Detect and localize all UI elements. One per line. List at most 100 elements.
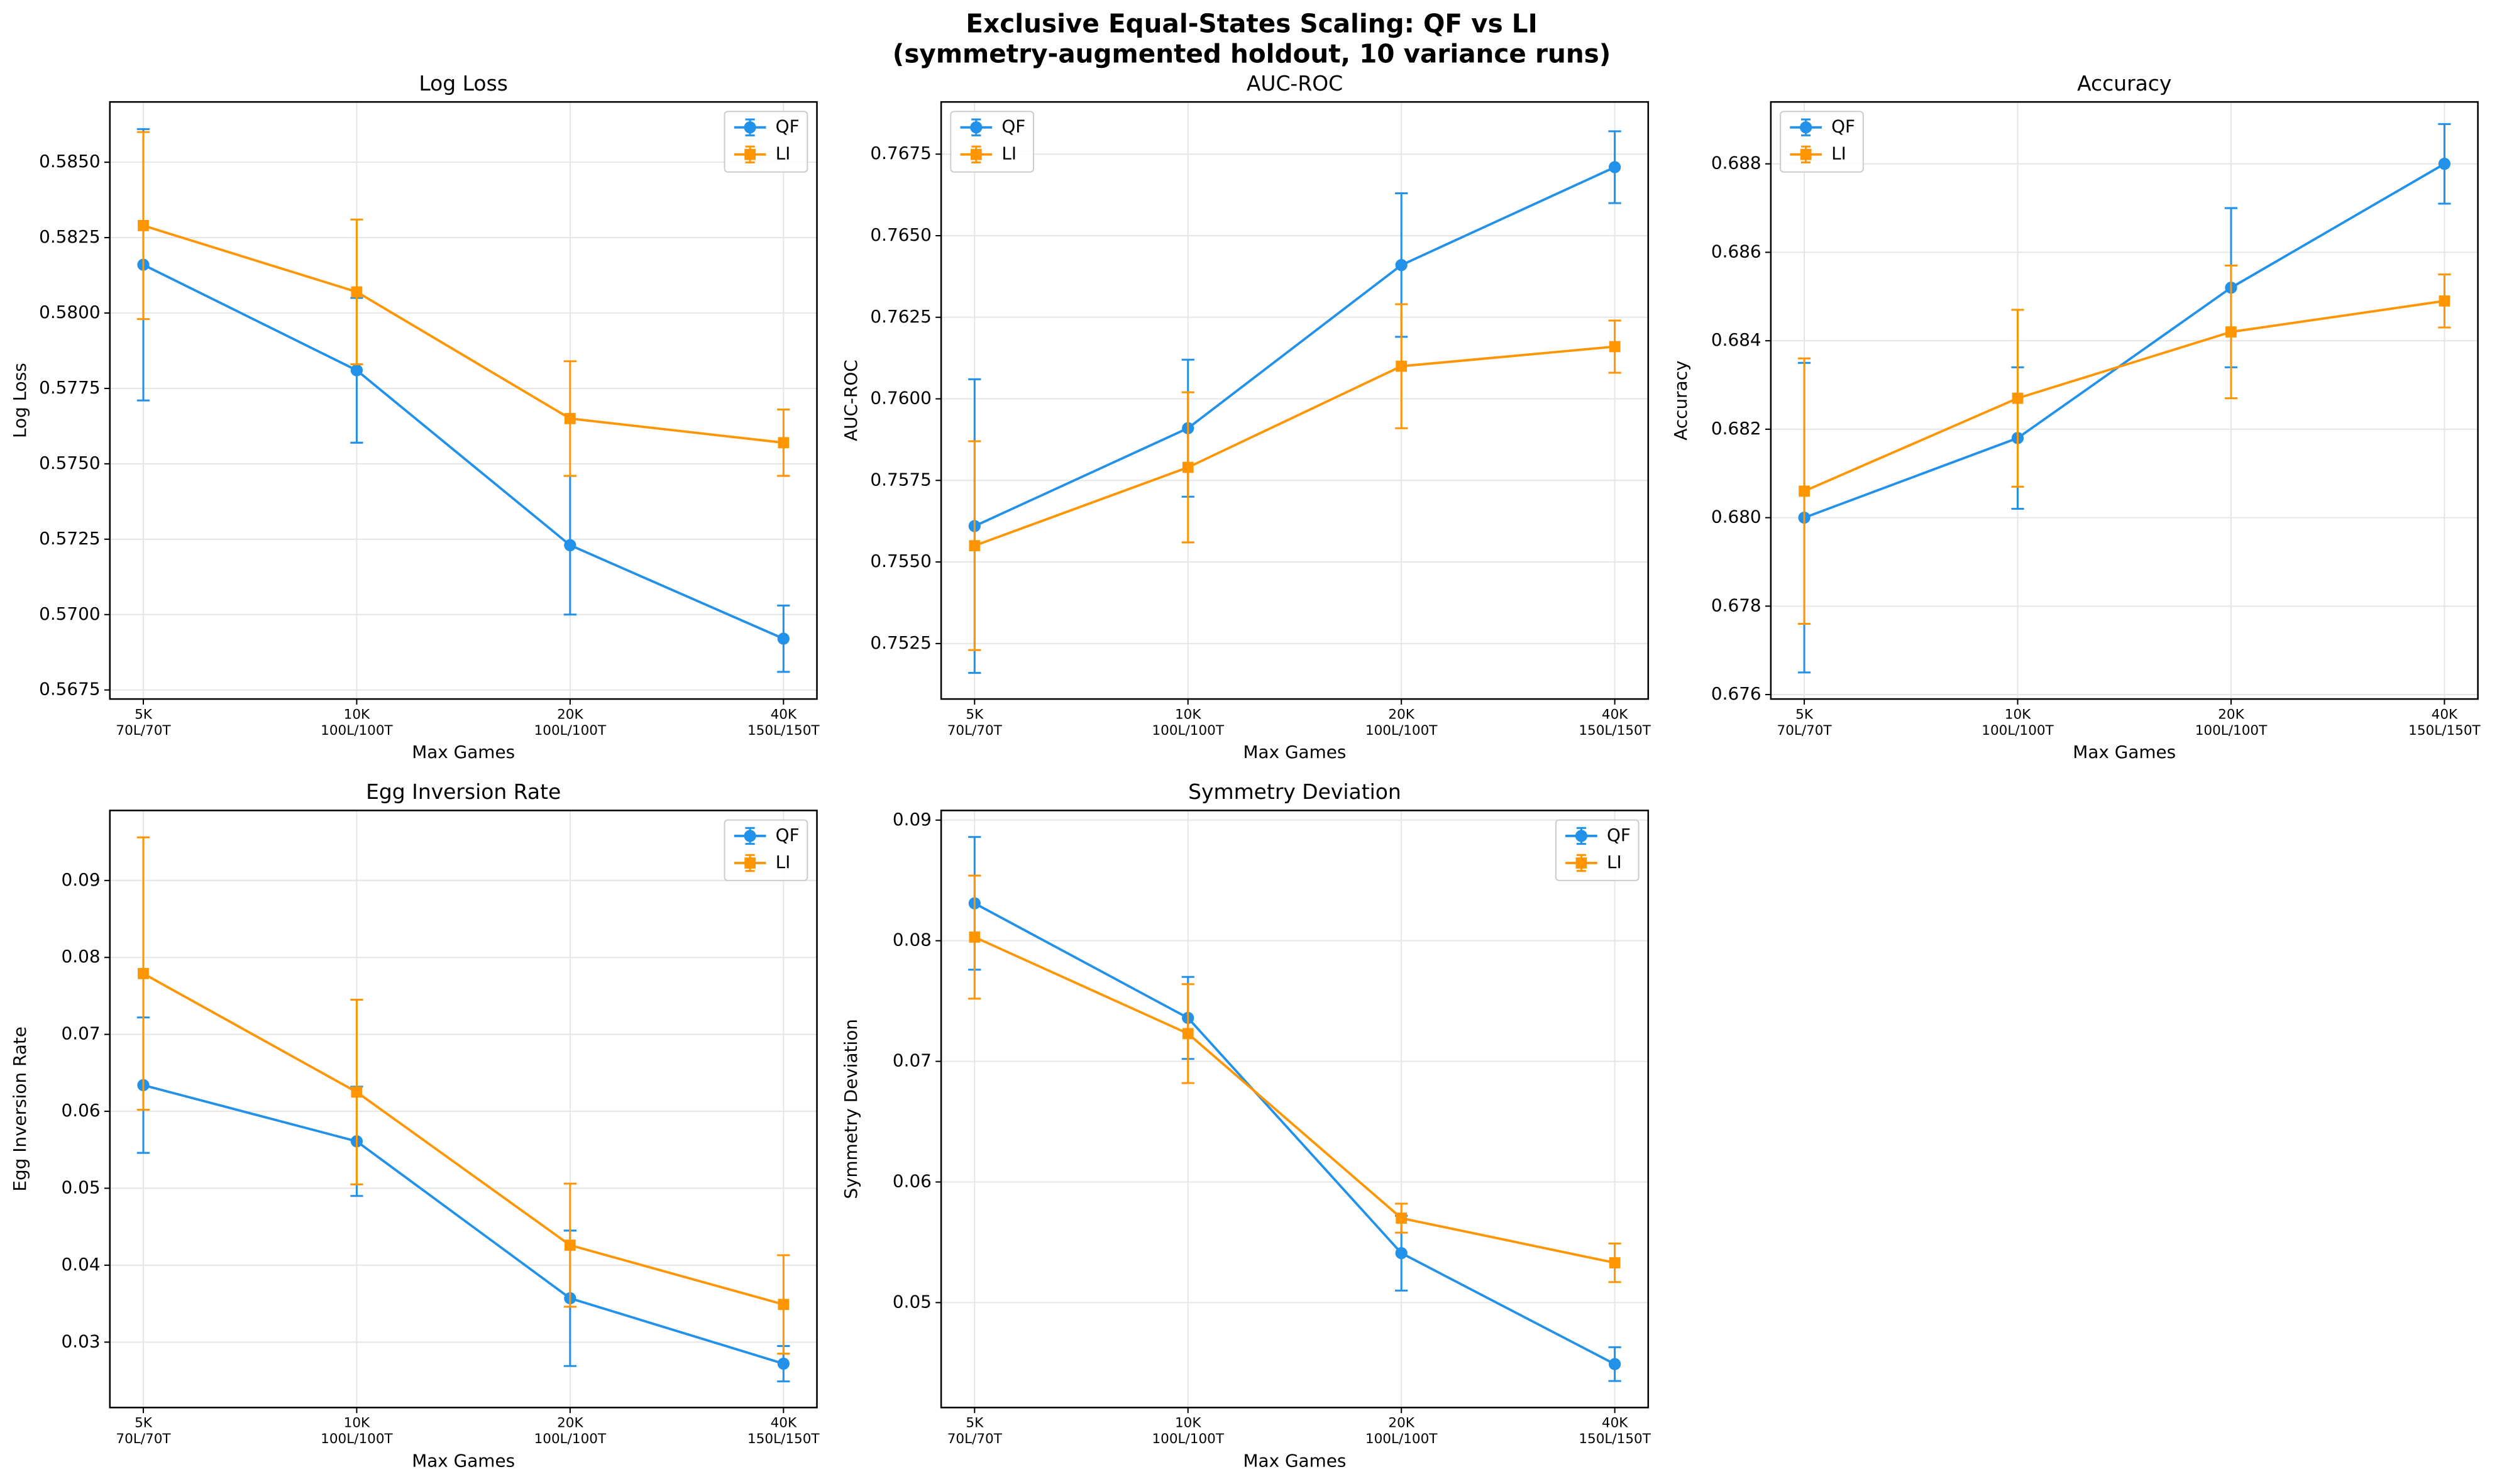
x-tick-sublabel: 70L/70T: [947, 723, 1003, 739]
marker: [744, 121, 756, 134]
x-tick-label: 5K: [1795, 706, 1814, 722]
series-line: [143, 972, 784, 1306]
y-tick-label: 0.676: [1711, 683, 1761, 704]
legend: QF LI: [724, 819, 808, 881]
x-tick-label: 40K: [771, 706, 797, 722]
subplot: 0.5675 0.5700 0.5725 0.5750 0.5775 0.5800 0.58…: [9, 71, 820, 762]
axes-frame: [940, 101, 1650, 700]
legend-label: LI: [776, 852, 791, 872]
marker: [138, 220, 149, 231]
series-line: [974, 902, 1616, 1365]
x-tick-label: 5K: [966, 706, 984, 722]
legend: QF LI: [1555, 819, 1640, 881]
legend-label: QF: [1001, 116, 1025, 137]
x-tick-label: 20K: [557, 1415, 583, 1431]
marker: [1609, 1358, 1621, 1370]
marker: [565, 413, 576, 424]
x-tick-sublabel: 70L/70T: [947, 1431, 1003, 1447]
subplot-title: Symmetry Deviation: [1188, 779, 1401, 804]
marker: [777, 632, 790, 645]
marker: [2438, 158, 2451, 170]
axes-frame: [1770, 101, 2479, 700]
x-tick-sublabel: 150L/150T: [747, 723, 820, 739]
marker: [565, 1239, 576, 1251]
x-tick-sublabel: 150L/150T: [2408, 723, 2481, 739]
x-tick-label: 20K: [1388, 706, 1414, 722]
y-tick-label: 0.7525: [870, 632, 931, 653]
marker: [1609, 161, 1621, 173]
marker: [1800, 148, 1812, 160]
marker: [777, 1357, 790, 1370]
figure-subtitle: (symmetry-augmented holdout, 10 variance…: [893, 39, 1611, 69]
x-tick-label: 40K: [2432, 706, 2458, 722]
marker: [1799, 485, 1810, 497]
y-tick-label: 0.682: [1711, 418, 1761, 439]
marker: [1395, 1247, 1408, 1260]
marker: [970, 121, 983, 134]
subplot: 0.676 0.678 0.680 0.682 0.684 0.686 0.688 5K70L…: [1670, 71, 2481, 762]
x-tick-label: 20K: [557, 706, 583, 722]
x-tick-sublabel: 70L/70T: [1777, 723, 1833, 739]
marker: [1575, 857, 1587, 869]
y-axis-label: AUC-ROC: [841, 360, 861, 441]
axes-frame: [109, 810, 818, 1409]
axes-frame: [109, 101, 818, 700]
legend: QF LI: [1780, 111, 1864, 173]
marker: [969, 932, 981, 943]
x-tick-sublabel: 100L/100T: [1365, 1431, 1438, 1447]
x-tick-label: 40K: [771, 1415, 797, 1431]
y-tick-label: 0.7675: [870, 143, 931, 163]
marker: [1182, 1028, 1194, 1040]
x-tick-sublabel: 100L/100T: [534, 1431, 607, 1447]
x-tick-sublabel: 100L/100T: [1365, 723, 1438, 739]
x-tick-sublabel: 70L/70T: [116, 1431, 171, 1447]
x-tick-sublabel: 100L/100T: [321, 1431, 393, 1447]
x-tick-label: 40K: [1602, 1415, 1628, 1431]
subplot-title: Accuracy: [2077, 71, 2171, 96]
marker: [1396, 1212, 1408, 1224]
y-tick-label: 0.5750: [39, 453, 100, 473]
series-line: [1804, 299, 2445, 493]
x-tick-label: 10K: [1175, 706, 1201, 722]
y-tick-label: 0.04: [62, 1254, 101, 1275]
y-tick-label: 0.07: [62, 1023, 101, 1044]
x-axis-label: Max Games: [412, 742, 515, 762]
legend-label: QF: [1831, 116, 1855, 137]
series-line: [143, 1084, 784, 1365]
x-tick-label: 20K: [1388, 1415, 1414, 1431]
y-tick-label: 0.5775: [39, 377, 100, 398]
marker: [969, 540, 981, 551]
marker: [138, 968, 149, 979]
y-tick-label: 0.5850: [39, 151, 100, 172]
y-tick-label: 0.678: [1711, 595, 1761, 615]
y-tick-label: 0.08: [893, 930, 932, 950]
marker: [744, 830, 756, 842]
y-tick-label: 0.09: [893, 809, 932, 830]
marker: [2012, 392, 2024, 404]
legend: QF LI: [724, 111, 808, 173]
marker: [2225, 326, 2237, 338]
marker: [1395, 259, 1408, 272]
y-tick-label: 0.7575: [870, 469, 931, 490]
y-axis-label: Egg Inversion Rate: [9, 1026, 30, 1191]
x-tick-label: 20K: [2218, 706, 2244, 722]
x-tick-sublabel: 100L/100T: [2195, 723, 2268, 739]
legend-label: LI: [1831, 143, 1846, 164]
marker: [1575, 830, 1588, 842]
series-line: [1804, 163, 2445, 519]
y-tick-label: 0.7625: [870, 306, 931, 327]
marker: [1609, 1257, 1621, 1268]
x-tick-sublabel: 100L/100T: [1982, 723, 2054, 739]
x-axis-label: Max Games: [1243, 1450, 1347, 1471]
x-tick-sublabel: 100L/100T: [1152, 1431, 1224, 1447]
legend-label: LI: [1001, 143, 1017, 164]
series-line: [974, 936, 1616, 1264]
x-tick-label: 10K: [344, 1415, 370, 1431]
y-tick-label: 0.686: [1711, 241, 1761, 261]
x-tick-sublabel: 150L/150T: [1579, 723, 1651, 739]
marker: [778, 1299, 790, 1311]
y-tick-label: 0.06: [62, 1100, 101, 1121]
series-line: [974, 345, 1615, 547]
y-tick-label: 0.5825: [39, 226, 100, 247]
